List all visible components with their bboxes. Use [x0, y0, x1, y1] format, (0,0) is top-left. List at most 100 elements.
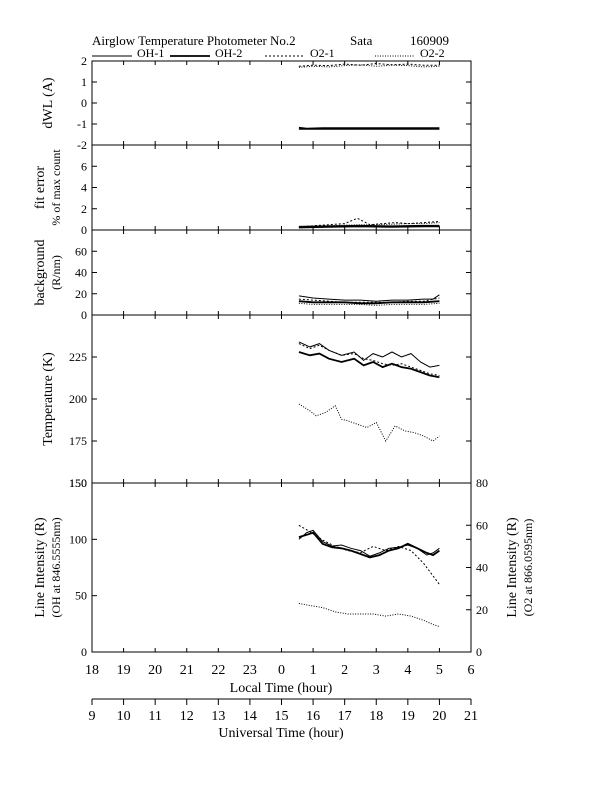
y-right-tick-label: 60	[476, 518, 488, 532]
series-o2-1-line-intensity	[298, 524, 440, 585]
local-time-tick-label: 21	[180, 663, 194, 678]
universal-time-tick-label: 9	[89, 709, 96, 724]
universal-time-tick-label: 10	[117, 709, 131, 724]
series-o2-2-temperature	[298, 403, 440, 443]
y-tick-label: 0	[81, 223, 87, 237]
panel-frame	[91, 482, 472, 653]
y-tick-label: 6	[81, 159, 87, 173]
y-tick-label: 0	[81, 645, 87, 659]
local-time-axis-label: Local Time (hour)	[230, 681, 333, 696]
y-tick-label: -2	[77, 138, 87, 152]
local-time-tick-label: 5	[436, 663, 443, 678]
local-time-tick-label: 0	[278, 663, 285, 678]
panel-dwl: 2 1 0 -1 -2 dWL (A)	[41, 54, 472, 152]
universal-time-tick-label: 21	[464, 709, 478, 724]
series-o2-1-temperature	[298, 343, 440, 376]
universal-time-axis-label: Universal Time (hour)	[218, 726, 344, 741]
station-name: Sata	[350, 33, 373, 48]
y-tick-label: 20	[75, 287, 87, 301]
universal-time-tick-label: 20	[432, 709, 446, 724]
series-o2-1-background	[298, 297, 440, 303]
series-o2-2-line-intensity	[298, 602, 440, 628]
y-axis-label: % of max count	[49, 149, 63, 226]
legend-label-oh-1: OH-1	[137, 46, 164, 60]
legend-label-o2-2: O2-2	[420, 46, 445, 60]
universal-time-tick-label: 18	[369, 709, 383, 724]
y-axis-label: Line Intensity (R)	[33, 517, 48, 618]
y-tick-label: 100	[69, 532, 87, 546]
y-tick-label: 50	[75, 589, 87, 603]
y-axis-label: background	[33, 239, 48, 305]
y-tick-label: 225	[69, 350, 87, 364]
universal-time-tick-label: 16	[306, 709, 320, 724]
y-right-tick-label: 0	[476, 645, 482, 659]
panel-temperature: 225 200 175 150 Temperature (K)	[41, 314, 472, 490]
y-tick-label: 200	[69, 392, 87, 406]
y-tick-label: 175	[69, 434, 87, 448]
y-tick-label: 150	[69, 476, 87, 490]
y-tick-label: 60	[75, 244, 87, 258]
y-right-axis-label: (O2 at 866.0595nm)	[521, 519, 535, 617]
y-tick-label: 4	[81, 181, 87, 195]
universal-time-tick-label: 11	[148, 709, 161, 724]
series-o2-1-fit-error	[298, 217, 440, 228]
chart-title: Airglow Temperature Photometer No.2	[92, 33, 296, 48]
series-oh-2-line-intensity	[298, 531, 440, 559]
local-time-tick-label: 3	[373, 663, 380, 678]
universal-time-tick-label: 14	[243, 709, 257, 724]
local-time-tick-label: 4	[404, 663, 411, 678]
legend-label-oh-2: OH-2	[215, 46, 242, 60]
y-right-tick-label: 80	[476, 476, 488, 490]
y-tick-label: 1	[81, 75, 87, 89]
y-tick-label: 0	[81, 96, 87, 110]
y-axis-label: dWL (A)	[41, 77, 56, 129]
y-tick-label: 2	[81, 202, 87, 216]
series-oh-2-background	[298, 300, 440, 305]
local-time-tick-label: 6	[468, 663, 475, 678]
local-time-tick-label: 1	[310, 663, 317, 678]
panel-frame	[91, 314, 472, 484]
universal-time-tick-label: 13	[211, 709, 225, 724]
panel-frame	[91, 144, 472, 231]
y-tick-label: 2	[81, 54, 87, 68]
y-tick-label: 0	[81, 308, 87, 322]
series-oh-1-background	[298, 294, 440, 302]
panel-frame	[91, 60, 472, 146]
series-oh-2-dwl	[298, 126, 440, 130]
universal-time-tick-label: 19	[401, 709, 415, 724]
series-oh-1-fit-error	[298, 226, 440, 229]
y-axis-label: fit error	[33, 166, 48, 209]
legend-label-o2-1: O2-1	[310, 46, 335, 60]
observation-date: 160909	[410, 33, 449, 48]
y-axis-label: (R/nm)	[49, 255, 63, 290]
series-oh-2-temperature	[298, 351, 440, 379]
local-time-tick-label: 19	[117, 663, 131, 678]
universal-time-tick-label: 12	[180, 709, 194, 724]
y-axis-label: (OH at 846.5555nm)	[49, 517, 63, 617]
y-axis-label: Temperature (K)	[41, 352, 56, 446]
y-tick-label: 150	[69, 476, 87, 490]
universal-time-tick-label: 17	[338, 709, 352, 724]
series-oh-1-temperature	[298, 341, 440, 368]
universal-time-tick-label: 15	[275, 709, 289, 724]
y-right-axis-label: Line Intensity (R)	[505, 517, 520, 618]
y-right-tick-label: 20	[476, 603, 488, 617]
local-time-tick-label: 18	[85, 663, 99, 678]
local-time-tick-label: 22	[211, 663, 225, 678]
panel-background: 60 40 20 0 background (R/nm)	[33, 229, 472, 322]
panel-fit-error: 6 4 2 0 fit error% of max count	[33, 144, 472, 237]
legend: OH-1 OH-2 O2-1 O2-2	[92, 46, 445, 60]
y-right-tick-label: 40	[476, 561, 488, 575]
series-o2-1-dwl	[298, 62, 440, 67]
y-tick-label: -1	[77, 117, 87, 131]
local-time-axis: 18 19 20 21 22 23 0 1 2 3 4 5 6	[85, 663, 475, 678]
series-oh-1-line-intensity	[298, 529, 440, 557]
y-tick-label: 40	[75, 266, 87, 280]
local-time-tick-label: 2	[341, 663, 348, 678]
local-time-tick-label: 23	[243, 663, 257, 678]
series-oh-2-fit-error	[298, 224, 440, 228]
local-time-tick-label: 20	[148, 663, 162, 678]
